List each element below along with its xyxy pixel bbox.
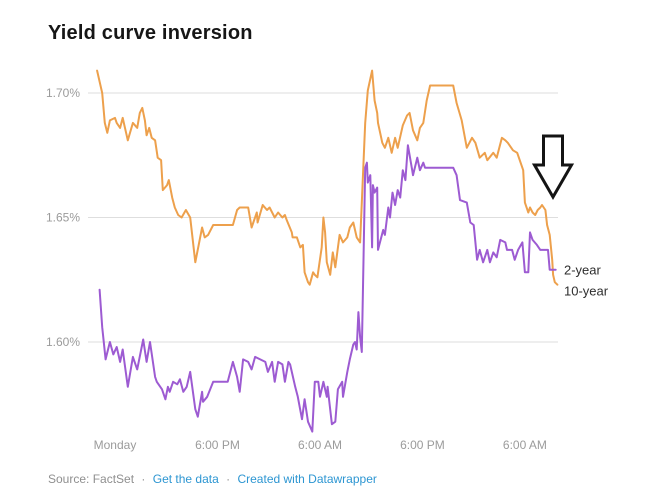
- down-arrow-annotation: [531, 134, 575, 200]
- get-data-link[interactable]: Get the data: [152, 472, 219, 486]
- datawrapper-link[interactable]: Created with Datawrapper: [237, 472, 377, 486]
- series-label-10-year: 10-year: [564, 283, 609, 298]
- source-line: Source: FactSet · Get the data · Created…: [48, 472, 377, 486]
- x-axis-tick-label: 6:00 PM: [195, 438, 240, 452]
- chart-title: Yield curve inversion: [48, 22, 253, 44]
- y-axis-tick-label: 1.65%: [46, 211, 80, 225]
- x-axis-tick-label: 6:00 AM: [298, 438, 342, 452]
- footer-separator: ·: [141, 472, 146, 486]
- annotation-layer: [531, 134, 575, 200]
- series-layer: [96, 69, 559, 433]
- source-label: Source: FactSet: [48, 472, 135, 486]
- footer-separator: ·: [226, 472, 231, 486]
- series-line-10-year: [96, 69, 559, 286]
- series-line-2-year: [98, 144, 557, 433]
- x-axis-tick-label: 6:00 PM: [400, 438, 445, 452]
- x-axis-tick-label: 6:00 AM: [503, 438, 547, 452]
- y-axis-tick-label: 1.60%: [46, 335, 80, 349]
- legend-layer: 2-year 10-year: [564, 262, 609, 298]
- x-axis-tick-label: Monday: [94, 438, 137, 452]
- series-label-2-year: 2-year: [564, 262, 602, 277]
- axis-layer: 1.70% 1.65% 1.60% Monday 6:00 PM 6:00 AM 6:00 …: [46, 86, 547, 452]
- y-axis-tick-label: 1.70%: [46, 86, 80, 100]
